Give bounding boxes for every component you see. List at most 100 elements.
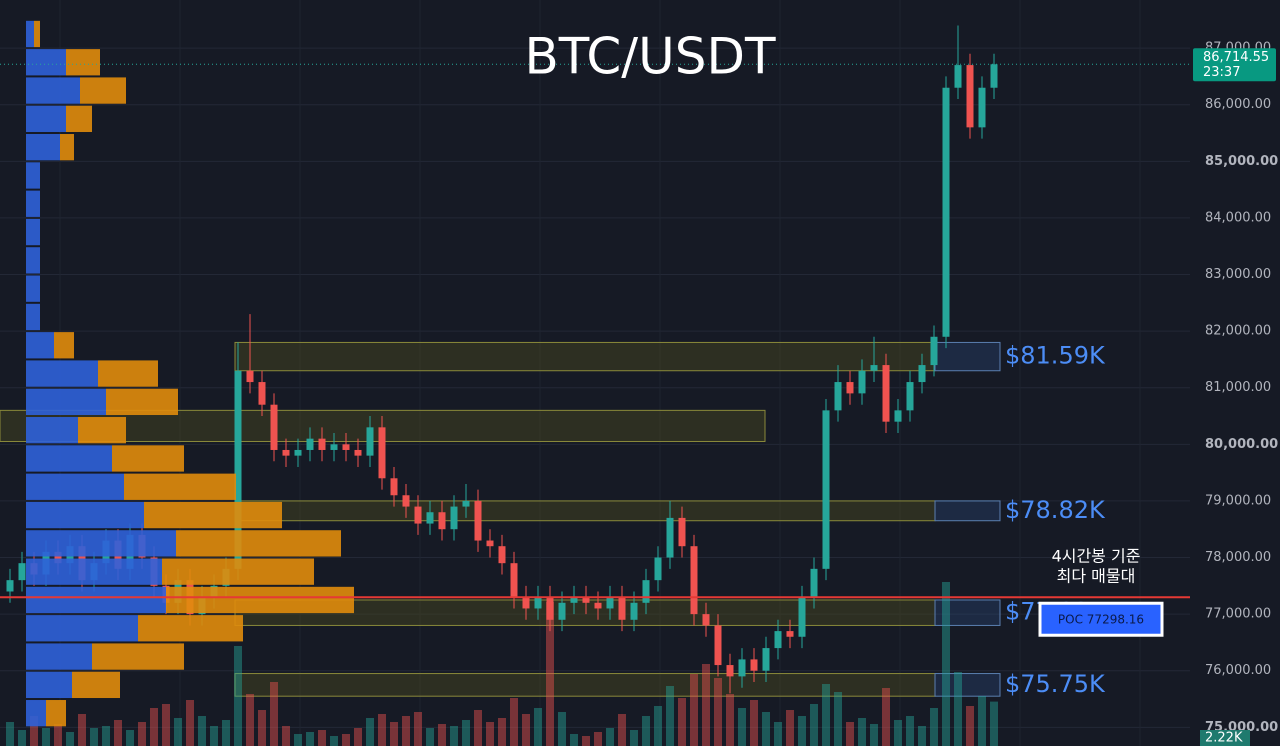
volume-bar [318, 730, 326, 746]
volume-bar [78, 714, 86, 746]
profile-buy [26, 417, 78, 444]
volume-bar [378, 714, 386, 746]
volume-bar [114, 720, 122, 746]
volume-bar [702, 664, 710, 746]
price-tag-timer: 23:37 [1203, 65, 1240, 80]
volume [6, 582, 998, 746]
profile-buy [26, 49, 66, 76]
profile-sell [124, 473, 236, 500]
profile-sell [66, 105, 92, 133]
profile-buy [26, 445, 112, 472]
y-tick-label: 81,000.00 [1205, 380, 1271, 395]
profile-buy [26, 332, 54, 359]
y-tick-label: 83,000.00 [1205, 267, 1271, 282]
candle-body [270, 404, 278, 450]
volume-bar [750, 700, 758, 746]
candle-body [258, 382, 266, 405]
volume-bar [66, 732, 74, 746]
profile-buy [26, 615, 138, 642]
volume-bar [294, 734, 302, 746]
candle-body [294, 449, 302, 456]
candle-body [786, 631, 794, 637]
zone [234, 341, 936, 372]
volume-bar [630, 730, 638, 746]
zone-box [934, 341, 1001, 372]
candle-body [846, 382, 854, 394]
volume-bar [870, 724, 878, 746]
profile-buy [26, 388, 106, 416]
poc-note: 최다 매물대 [1057, 567, 1136, 586]
y-tick-label: 84,000.00 [1205, 210, 1271, 225]
candle-body [450, 506, 458, 530]
volume-bar [438, 724, 446, 746]
profile-sell [176, 530, 341, 557]
candle-body [918, 365, 926, 383]
profile-buy [26, 643, 92, 670]
profile-sell [138, 615, 243, 642]
y-tick-label: 80,000.00 [1205, 437, 1278, 452]
volume-bar [534, 708, 542, 746]
profile-sell [98, 360, 158, 387]
candle-body [234, 370, 242, 569]
volume-tag-label: 2.22K [1205, 731, 1243, 746]
volume-bar [606, 728, 614, 746]
profile-sell [162, 558, 314, 585]
volume-bar [246, 694, 254, 746]
candle-body [882, 365, 890, 422]
volume-bar [18, 730, 26, 746]
candle-body [798, 597, 806, 637]
volume-bar [198, 716, 206, 746]
volume-bar [990, 701, 998, 746]
profile-buy [26, 501, 144, 529]
y-tick-label: 76,000.00 [1205, 663, 1271, 678]
volume-bar [414, 712, 422, 746]
candle-body [654, 557, 662, 581]
candle-body [750, 659, 758, 671]
zone-label: $81.59K [1005, 342, 1106, 370]
candle-body [702, 614, 710, 626]
volume-bar [42, 728, 50, 746]
volume-bar [966, 706, 974, 746]
volume-bar [54, 724, 62, 746]
profile-buy [26, 671, 72, 699]
volume-bar [666, 686, 674, 746]
chart-title: BTC/USDT [524, 28, 776, 86]
profile-buy [26, 558, 162, 585]
price-tag-label: 86,714.55 [1203, 50, 1269, 65]
profile-buy [26, 360, 98, 387]
grid [0, 0, 1190, 746]
volume-bar [102, 726, 110, 746]
candle-body [282, 449, 290, 456]
volume-bar [858, 718, 866, 746]
candle-body [894, 410, 902, 422]
candle-body [414, 506, 422, 524]
volume-bar [954, 672, 962, 746]
zone-box [934, 500, 1001, 522]
volume-bar [330, 736, 338, 746]
candle-body [726, 665, 734, 677]
volume-bar [558, 712, 566, 746]
candle-body [666, 517, 674, 558]
candle-body [486, 540, 494, 547]
y-tick-label: 77,000.00 [1205, 607, 1271, 622]
profile-buy [26, 20, 34, 48]
volume-bar [762, 712, 770, 746]
candle-body [870, 365, 878, 371]
candle-body [318, 438, 326, 450]
volume-bar [846, 722, 854, 746]
profile-sell [60, 134, 74, 161]
candle-body [954, 65, 962, 88]
profile-sell [46, 700, 66, 727]
candle-body [594, 602, 602, 609]
volume-bar [6, 722, 14, 746]
candle-body [342, 444, 350, 450]
volume-tag [1200, 730, 1250, 746]
profile-buy [26, 473, 124, 500]
volume-bar [714, 678, 722, 746]
profile-sell [80, 77, 126, 104]
volume-bar [678, 698, 686, 746]
candle-body [438, 512, 446, 530]
volume-bar [582, 736, 590, 746]
